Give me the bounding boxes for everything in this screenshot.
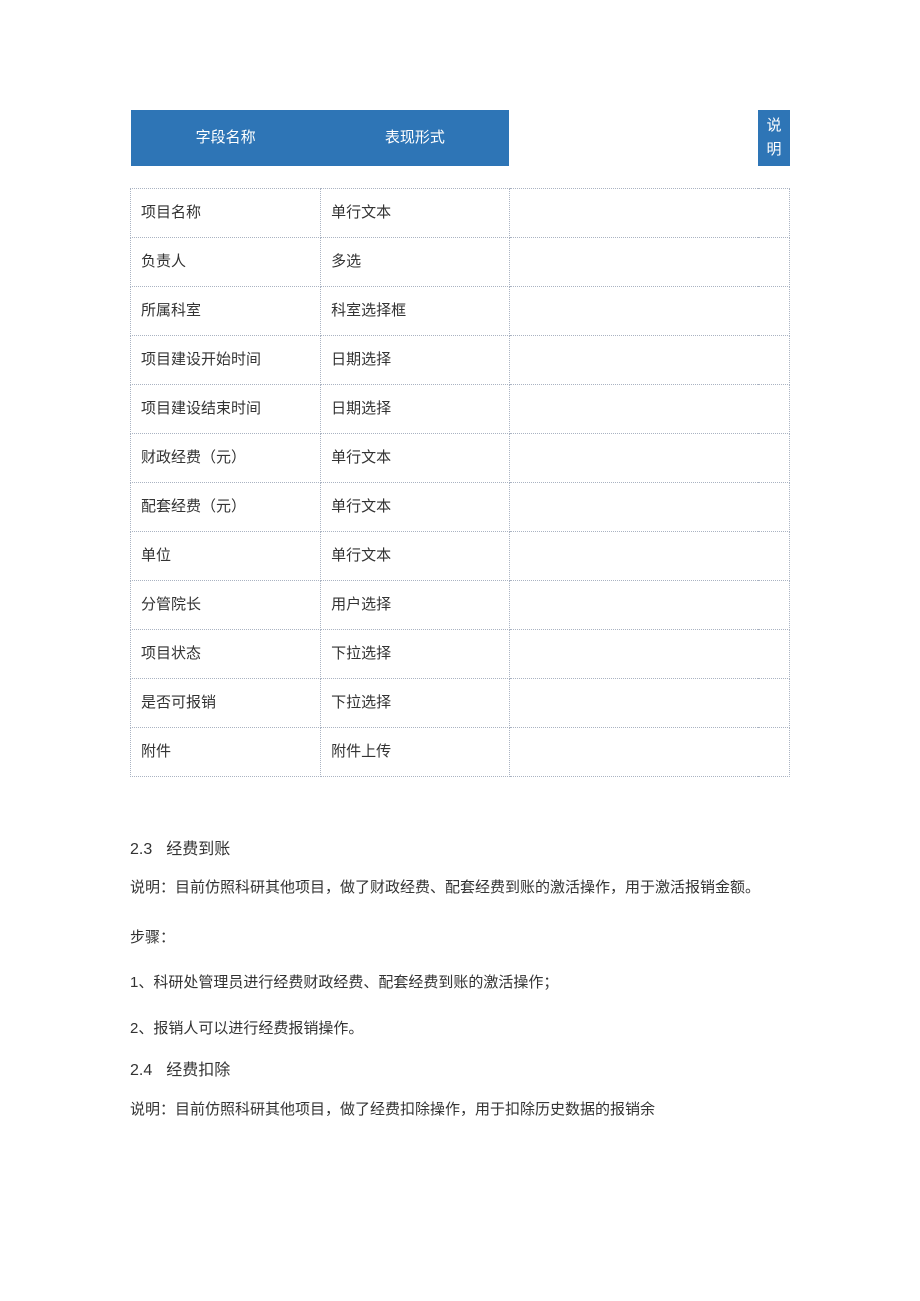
- section-2-4-desc: 说明：目前仿照科研其他项目，做了经费扣除操作，用于扣除历史数据的报销余: [130, 1094, 790, 1126]
- section-2-4-heading: 2.4 经费扣除: [130, 1058, 790, 1084]
- cell-type: 日期选择: [321, 335, 509, 384]
- cell-desc: [509, 433, 789, 482]
- table-row: 项目建设结束时间 日期选择: [131, 384, 790, 433]
- cell-desc: [509, 482, 789, 531]
- table-row: 负责人 多选: [131, 237, 790, 286]
- cell-desc: [509, 286, 789, 335]
- table-row: 是否可报销 下拉选择: [131, 678, 790, 727]
- cell-desc: [509, 384, 789, 433]
- table-row: 财政经费（元） 单行文本: [131, 433, 790, 482]
- cell-desc: [509, 237, 789, 286]
- section-num: 2.3: [130, 841, 152, 858]
- cell-desc: [509, 727, 789, 776]
- cell-desc: [509, 188, 789, 237]
- cell-type: 单行文本: [321, 433, 509, 482]
- cell-type: 附件上传: [321, 727, 509, 776]
- cell-field: 项目建设开始时间: [131, 335, 321, 384]
- table-row: 项目状态 下拉选择: [131, 629, 790, 678]
- cell-field: 负责人: [131, 237, 321, 286]
- cell-field: 是否可报销: [131, 678, 321, 727]
- cell-field: 项目建设结束时间: [131, 384, 321, 433]
- table-row: 项目名称 单行文本: [131, 188, 790, 237]
- cell-type: 单行文本: [321, 188, 509, 237]
- section-2-3-heading: 2.3 经费到账: [130, 837, 790, 863]
- cell-type: 下拉选择: [321, 629, 509, 678]
- cell-field: 单位: [131, 531, 321, 580]
- cell-field: 项目状态: [131, 629, 321, 678]
- cell-field: 财政经费（元）: [131, 433, 321, 482]
- cell-desc: [509, 335, 789, 384]
- cell-field: 所属科室: [131, 286, 321, 335]
- header-field-name: 字段名称: [131, 110, 321, 166]
- cell-desc: [509, 531, 789, 580]
- cell-type: 日期选择: [321, 384, 509, 433]
- table-header-row: 字段名称 表现形式 说明: [131, 110, 790, 166]
- table-row: 分管院长 用户选择: [131, 580, 790, 629]
- cell-field: 配套经费（元）: [131, 482, 321, 531]
- table-row: 项目建设开始时间 日期选择: [131, 335, 790, 384]
- header-form-type: 表现形式: [321, 110, 509, 166]
- table-row: 附件 附件上传: [131, 727, 790, 776]
- section-2-3-step-2: 2、报销人可以进行经费报销操作。: [130, 1013, 790, 1045]
- cell-field: 附件: [131, 727, 321, 776]
- cell-desc: [509, 580, 789, 629]
- table-row: 所属科室 科室选择框: [131, 286, 790, 335]
- section-title: 经费扣除: [166, 1062, 230, 1079]
- section-2-3-desc: 说明：目前仿照科研其他项目，做了财政经费、配套经费到账的激活操作，用于激活报销金…: [130, 872, 790, 904]
- steps-label: 步骤：: [130, 922, 790, 954]
- section-num: 2.4: [130, 1062, 152, 1079]
- field-table: 字段名称 表现形式 说明 项目名称 单行文本 负责人 多选 所属科室 科室选择框…: [130, 110, 790, 777]
- section-title: 经费到账: [166, 841, 230, 858]
- header-gap: [509, 110, 758, 166]
- cell-desc: [509, 629, 789, 678]
- cell-field: 项目名称: [131, 188, 321, 237]
- section-2-3-step-1: 1、科研处管理员进行经费财政经费、配套经费到账的激活操作；: [130, 967, 790, 999]
- table-row: 配套经费（元） 单行文本: [131, 482, 790, 531]
- cell-type: 用户选择: [321, 580, 509, 629]
- header-spacer: [131, 166, 790, 188]
- cell-type: 单行文本: [321, 482, 509, 531]
- cell-field: 分管院长: [131, 580, 321, 629]
- cell-type: 多选: [321, 237, 509, 286]
- table-row: 单位 单行文本: [131, 531, 790, 580]
- cell-desc: [509, 678, 789, 727]
- cell-type: 科室选择框: [321, 286, 509, 335]
- cell-type: 单行文本: [321, 531, 509, 580]
- cell-type: 下拉选择: [321, 678, 509, 727]
- header-desc: 说明: [758, 110, 789, 166]
